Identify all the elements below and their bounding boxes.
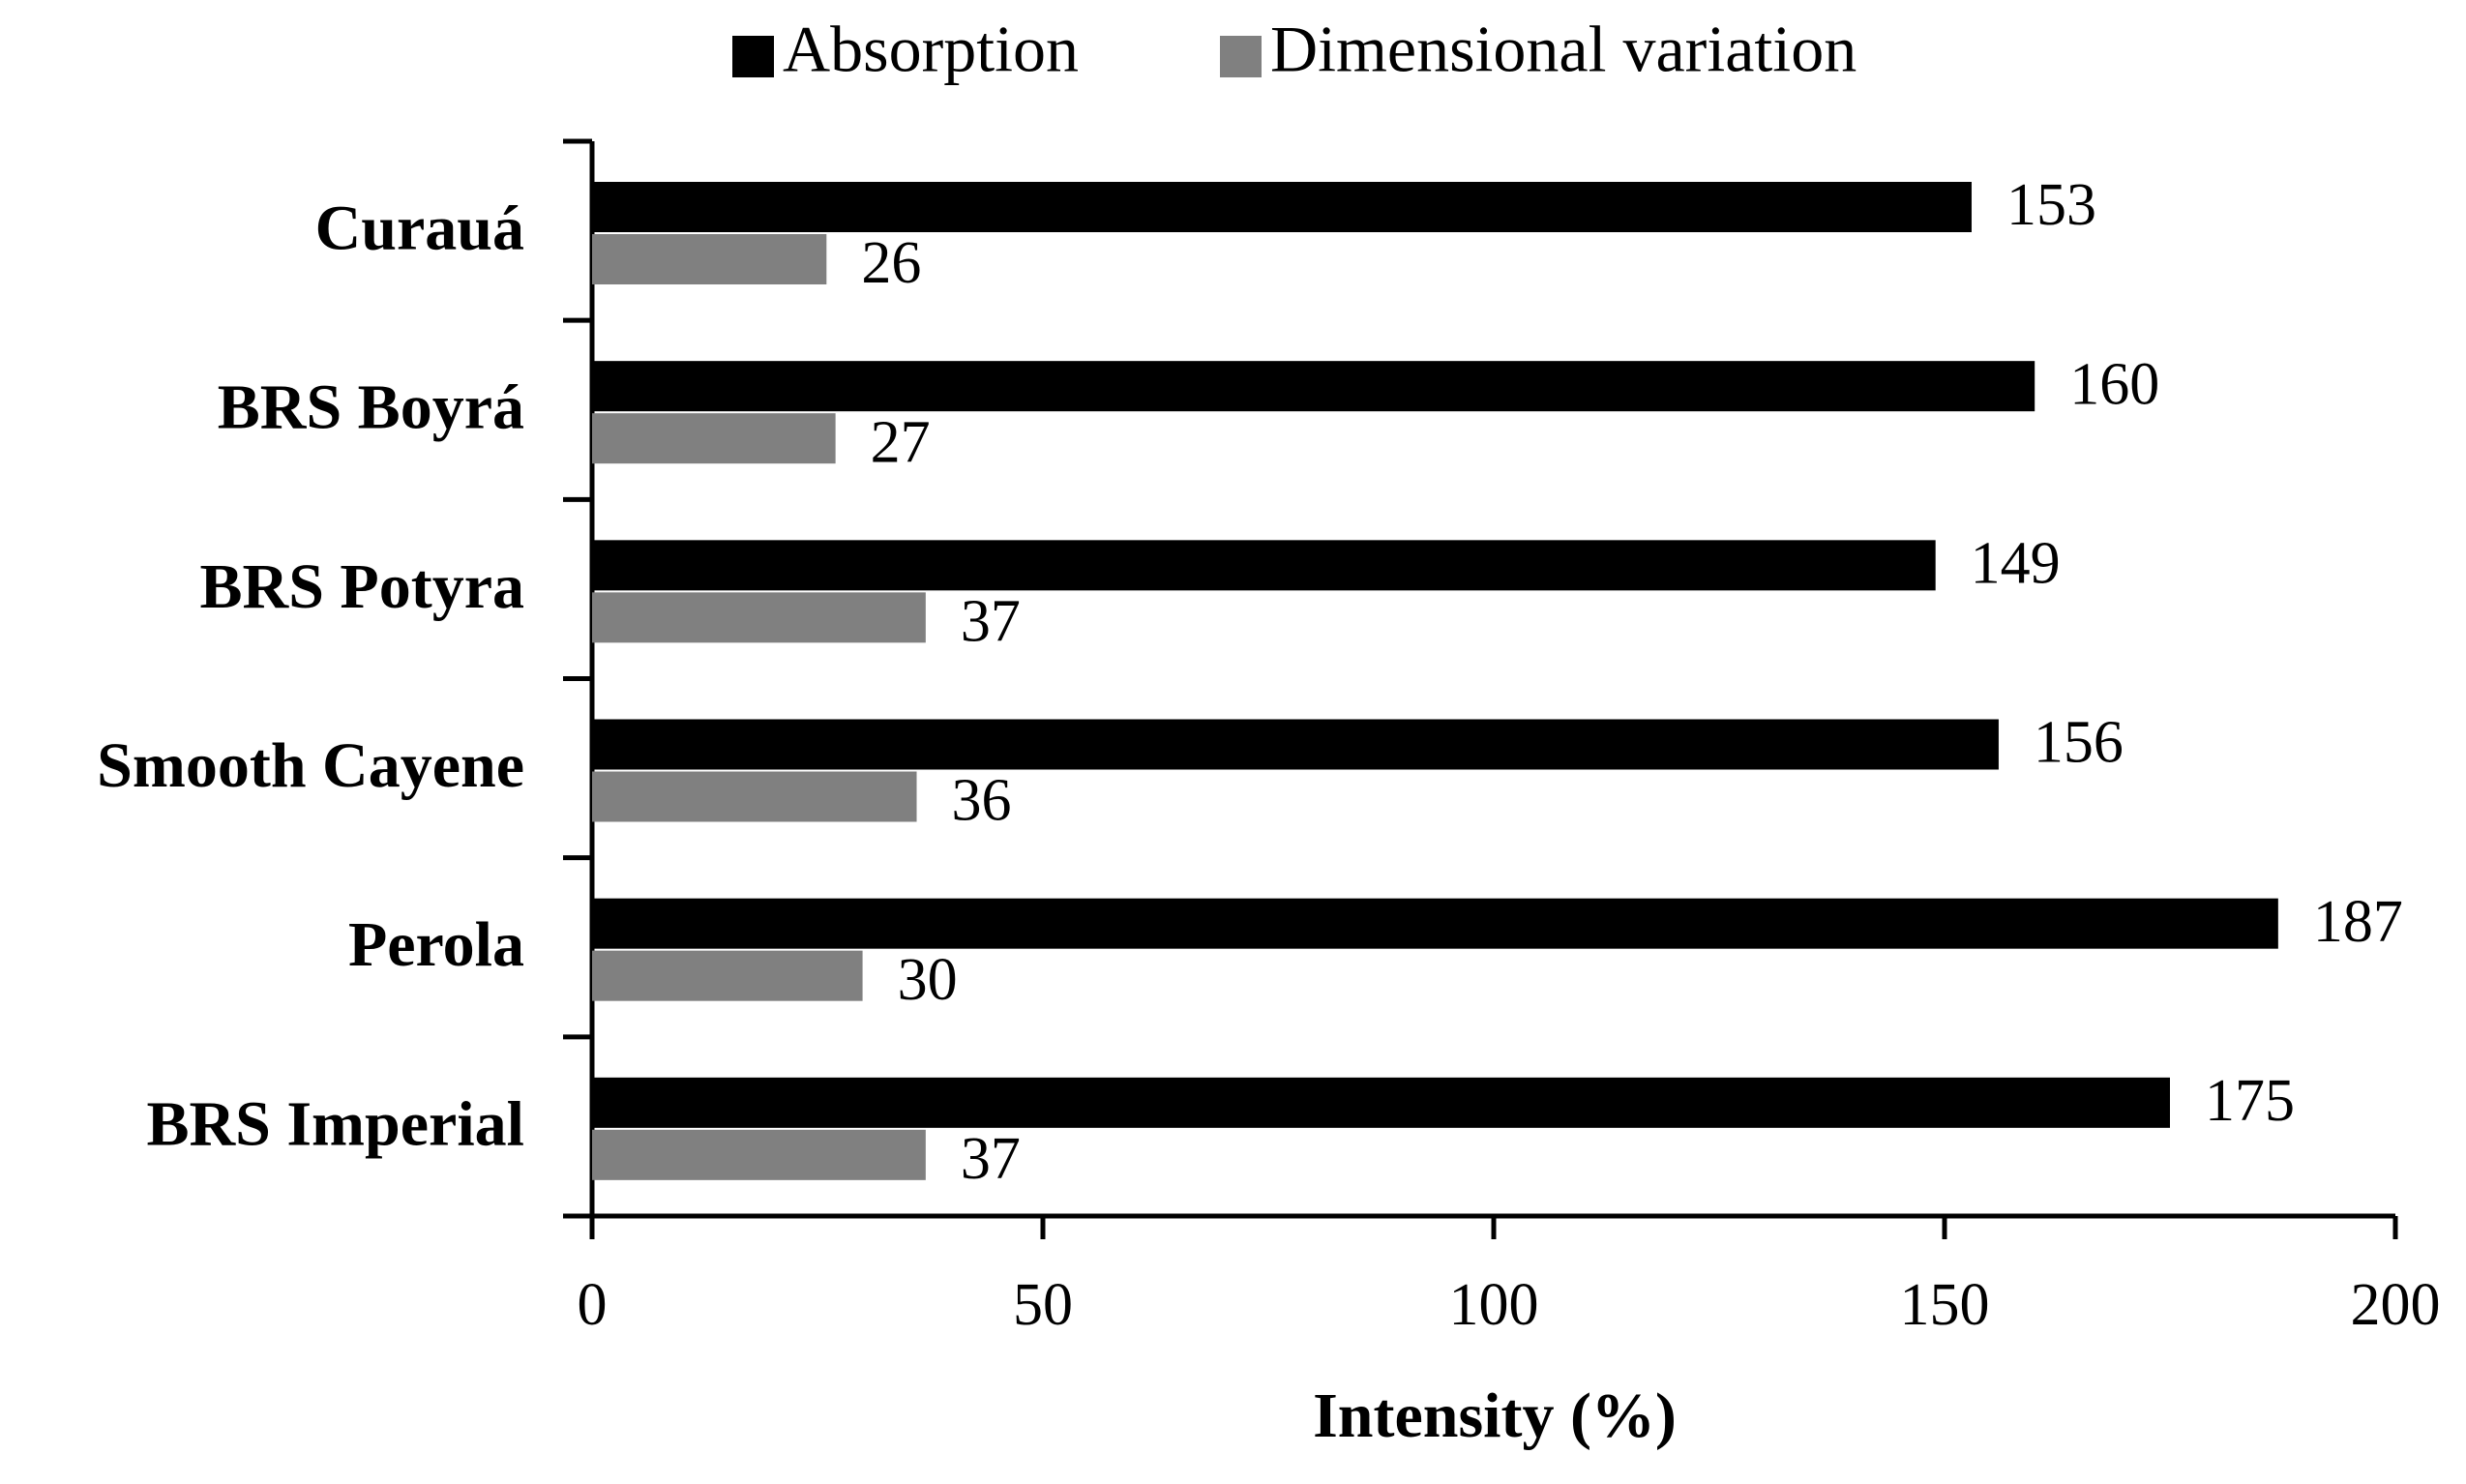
value-label: 153 (2006, 172, 2096, 238)
y-tick-label: BRS Boyrá (218, 372, 524, 443)
bar (592, 234, 827, 284)
value-label: 36 (952, 768, 1012, 834)
bar (592, 361, 2035, 412)
bar (592, 719, 1999, 770)
x-tick-label: 0 (578, 1272, 608, 1338)
value-label: 30 (898, 947, 958, 1013)
legend-swatch (1220, 36, 1262, 77)
bar (592, 413, 836, 464)
bar (592, 898, 2278, 949)
value-label: 27 (871, 409, 931, 475)
x-tick-label: 150 (1900, 1272, 1990, 1338)
value-label: 37 (961, 589, 1021, 655)
value-label: 156 (2034, 710, 2124, 776)
bar (592, 950, 863, 1001)
x-axis-title: Intensity (%) (1313, 1380, 1677, 1451)
legend-label: Absorption (783, 13, 1079, 86)
value-label: 160 (2069, 351, 2159, 417)
value-label: 175 (2205, 1068, 2295, 1134)
bar (592, 182, 1972, 232)
value-label: 37 (961, 1126, 1021, 1192)
bar (592, 592, 926, 643)
value-label: 187 (2313, 889, 2403, 955)
value-label: 26 (861, 230, 921, 296)
value-label: 149 (1971, 531, 2061, 597)
x-tick-label: 200 (2351, 1272, 2441, 1338)
y-tick-label: Perola (348, 909, 524, 980)
bar (592, 540, 1936, 591)
bar (592, 1129, 926, 1180)
bar (592, 1077, 2170, 1128)
legend-swatch (732, 36, 774, 77)
y-tick-label: Curauá (315, 193, 524, 263)
legend-label: Dimensional variation (1270, 13, 1857, 86)
bar (592, 771, 917, 822)
y-tick-label: BRS Potyra (200, 551, 524, 622)
x-tick-label: 50 (1013, 1272, 1073, 1338)
x-tick-label: 100 (1449, 1272, 1539, 1338)
y-tick-label: Smooth Cayene (97, 730, 524, 801)
y-tick-label: BRS Imperial (146, 1088, 524, 1159)
